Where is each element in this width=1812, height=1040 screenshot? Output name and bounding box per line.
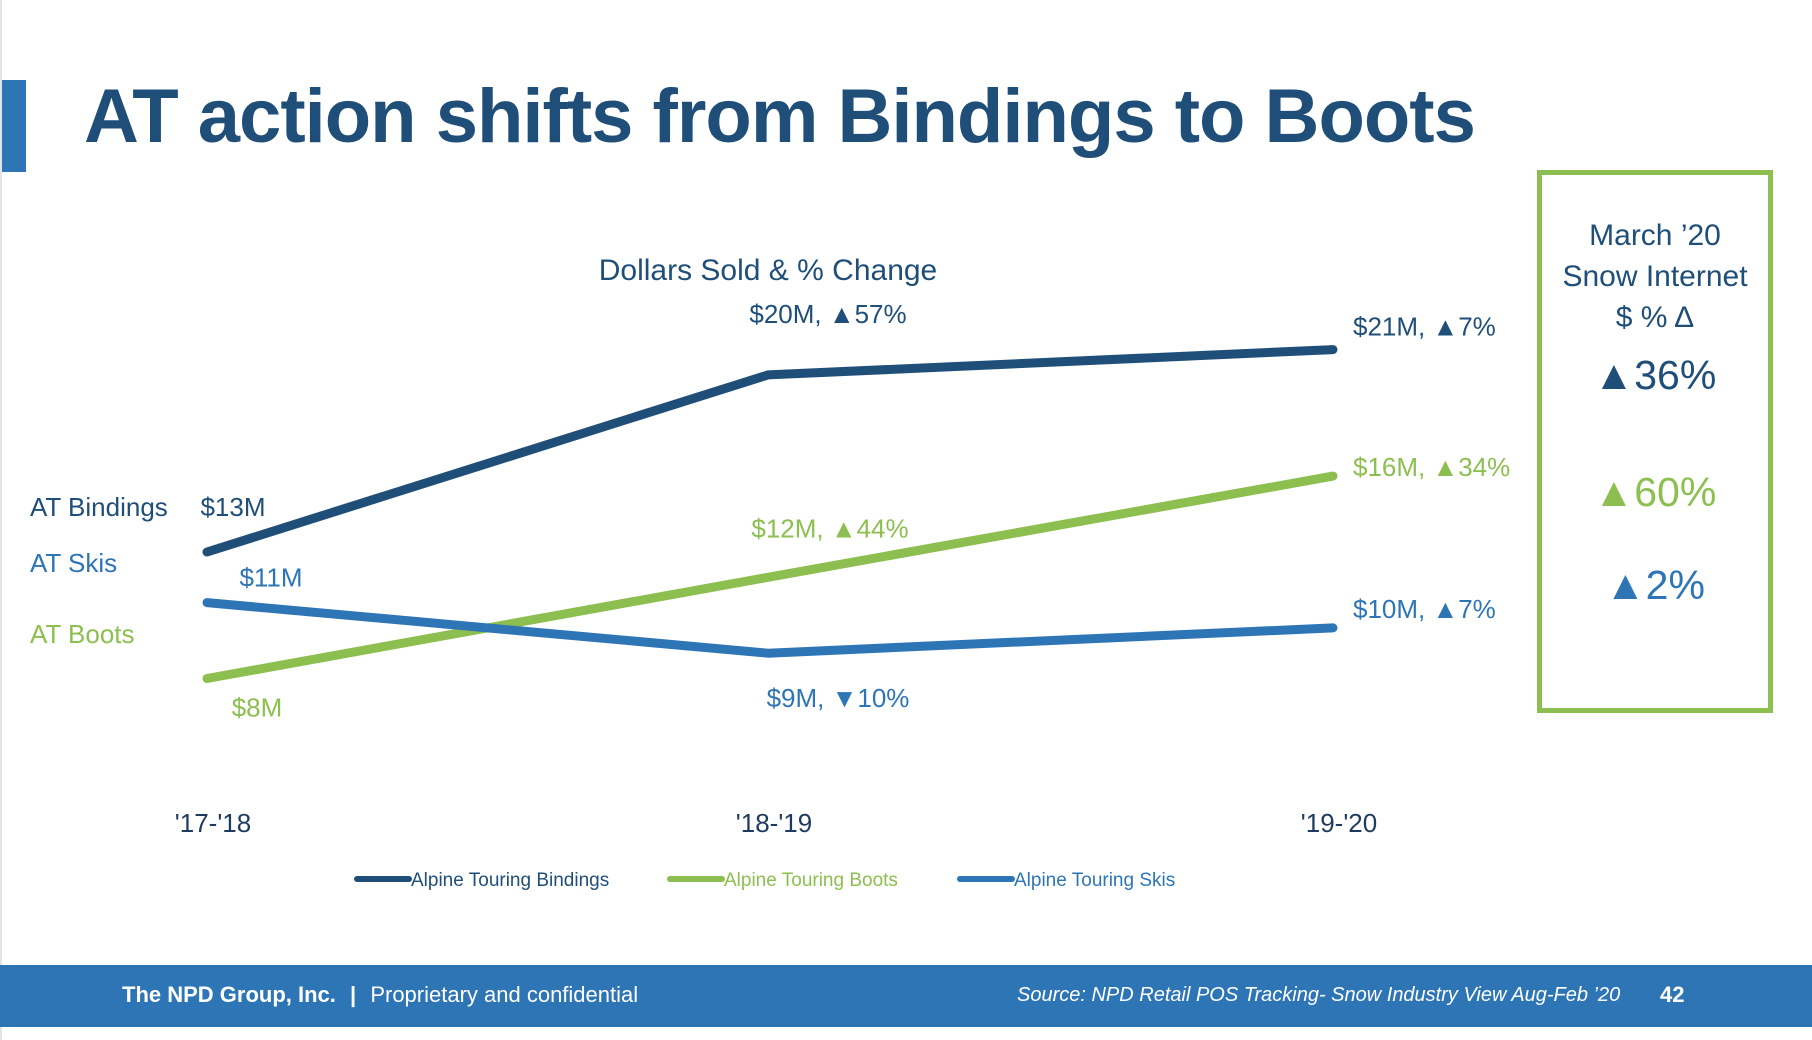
data-label-boots: $16M, ▲34% bbox=[1353, 452, 1510, 482]
march-snow-internet-panel: March ’20 Snow Internet $ % Δ ▲36% ▲60% … bbox=[1537, 170, 1773, 713]
slide-title: AT action shifts from Bindings to Boots bbox=[84, 74, 1476, 159]
panel-heading-line: March ’20 bbox=[1589, 219, 1721, 252]
series-line-skis bbox=[202, 598, 1338, 658]
title-accent-bar bbox=[2, 80, 26, 172]
line-chart: Dollars Sold & % Change $13M $20M, ▲57% $21… bbox=[30, 254, 1510, 891]
panel-heading-line: Snow Internet bbox=[1562, 260, 1748, 293]
data-label-skis: $9M, ▼10% bbox=[767, 683, 910, 713]
data-label-skis: $11M bbox=[239, 563, 302, 593]
footer-company: The NPD Group, Inc. bbox=[122, 982, 336, 1007]
x-tick-label: '18-'19 bbox=[736, 808, 812, 838]
panel-heading-line: $ % Δ bbox=[1615, 301, 1695, 334]
series-side-label-bindings: AT Bindings bbox=[30, 492, 168, 522]
bindings-change-value: ▲36% bbox=[1593, 352, 1717, 398]
series-side-label-boots: AT Boots bbox=[30, 619, 135, 649]
chart-title: Dollars Sold & % Change bbox=[599, 254, 938, 287]
footer-company-line: The NPD Group, Inc. | Proprietary and co… bbox=[122, 982, 638, 1008]
data-label-skis: $10M, ▲7% bbox=[1353, 594, 1496, 624]
legend-label-bindings: Alpine Touring Bindings bbox=[411, 870, 609, 891]
footer-bar: The NPD Group, Inc. | Proprietary and co… bbox=[0, 965, 1812, 1027]
series-line-boots bbox=[202, 471, 1338, 683]
boots-change-value: ▲60% bbox=[1593, 469, 1717, 515]
series-side-label-skis: AT Skis bbox=[30, 548, 117, 578]
skis-change-value: ▲2% bbox=[1605, 562, 1705, 608]
x-tick-label: '19-'20 bbox=[1301, 808, 1377, 838]
legend-label-skis: Alpine Touring Skis bbox=[1014, 870, 1175, 891]
series-line-bindings bbox=[202, 345, 1338, 557]
data-label-bindings: $21M, ▲7% bbox=[1353, 312, 1496, 342]
data-label-boots: $8M bbox=[232, 693, 283, 723]
page-number: 42 bbox=[1660, 982, 1685, 1007]
data-label-boots: $12M, ▲44% bbox=[751, 513, 908, 543]
panel-heading: March ’20 Snow Internet $ % Δ bbox=[1542, 215, 1768, 338]
footer-separator: | bbox=[350, 982, 357, 1007]
data-label-bindings: $13M bbox=[200, 492, 265, 522]
legend-label-boots: Alpine Touring Boots bbox=[724, 870, 898, 891]
footer-source: Source: NPD Retail POS Tracking- Snow In… bbox=[1017, 984, 1621, 1006]
slide-left-border bbox=[0, 0, 2, 1040]
footer-tagline: Proprietary and confidential bbox=[370, 982, 639, 1007]
data-label-bindings: $20M, ▲57% bbox=[749, 299, 906, 329]
x-tick-label: '17-'18 bbox=[175, 808, 251, 838]
